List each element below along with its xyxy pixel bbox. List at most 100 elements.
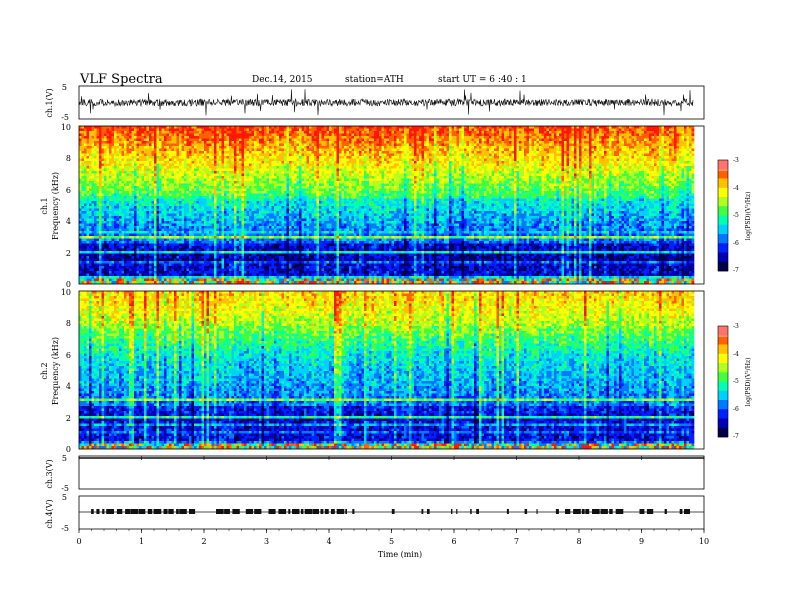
spectrogram-cell	[131, 146, 135, 149]
spectrogram-cell	[199, 191, 202, 194]
spectrogram-cell	[139, 133, 142, 137]
spectrogram-cell	[141, 268, 145, 272]
spectrogram-cell	[261, 161, 265, 164]
spectrogram-cell	[156, 206, 160, 209]
spectrogram-cell	[149, 163, 152, 167]
spectrogram-cell	[241, 126, 245, 129]
spectrogram-cell	[116, 146, 120, 149]
spectrogram-cell	[181, 233, 185, 237]
spectrogram-cell	[171, 143, 175, 147]
spectrogram-cell	[101, 263, 105, 267]
spectrogram-cell	[269, 276, 272, 279]
spectrogram-cell	[219, 266, 222, 269]
spectrogram-cell	[159, 173, 162, 177]
spectrogram-cell	[109, 158, 112, 162]
spectrogram-cell	[181, 141, 185, 144]
spectrogram-cell	[206, 196, 210, 199]
spectrogram-cell	[171, 256, 175, 259]
spectrogram-cell	[244, 156, 247, 159]
spectrogram-cell	[241, 236, 245, 239]
spectrogram-cell	[179, 226, 182, 229]
spectrogram-cell	[221, 203, 225, 207]
spectrogram-cell	[94, 201, 97, 204]
spectrogram-cell	[241, 188, 245, 192]
spectrogram-cell	[84, 243, 87, 247]
spectrogram-cell	[146, 228, 150, 232]
spectrogram-cell	[79, 268, 82, 272]
spectrogram-cell	[84, 226, 87, 229]
spectrogram-cell	[214, 253, 217, 257]
spectrogram-cell	[259, 173, 262, 177]
spectrogram-cell	[264, 191, 267, 194]
spectrogram-cell	[119, 126, 122, 129]
spectrogram-cell	[236, 241, 240, 244]
spectrogram-cell	[216, 178, 220, 182]
spectrogram-cell	[119, 256, 122, 259]
spectrogram-cell	[129, 138, 132, 142]
spectrogram-cell	[166, 138, 170, 142]
spectrogram-cell	[139, 218, 142, 222]
spectrogram-cell	[224, 241, 227, 244]
spectrogram-cell	[211, 248, 215, 252]
spectrogram-cell	[151, 233, 155, 237]
spectrogram-cell	[86, 221, 90, 224]
spectrogram-cell	[179, 221, 182, 224]
spectrogram-cell	[126, 203, 130, 207]
spectrogram-cell	[206, 146, 210, 149]
spectrogram-cell	[186, 268, 190, 272]
spectrogram-cell	[99, 186, 102, 189]
spectrogram-cell	[161, 223, 165, 227]
spectrogram-cell	[91, 198, 95, 202]
spectrogram-cell	[121, 186, 125, 189]
spectrogram-cell	[249, 131, 252, 134]
spectrogram-cell	[144, 241, 147, 244]
spectrogram-cell	[114, 166, 117, 169]
spectrogram-cell	[259, 256, 262, 259]
spectrogram-cell	[269, 191, 272, 194]
spectrogram-cell	[211, 213, 215, 217]
spectrogram-cell	[181, 191, 185, 194]
spectrogram-cell	[161, 221, 165, 224]
spectrogram-cell	[264, 128, 267, 132]
spectrogram-cell	[209, 238, 212, 242]
spectrogram-cell	[194, 131, 197, 134]
spectrogram-cell	[94, 128, 97, 132]
spectrogram-cell	[216, 146, 220, 149]
spectrogram-cell	[116, 198, 120, 202]
spectrogram-cell	[129, 238, 132, 242]
spectrogram-cell	[224, 193, 227, 197]
spectrogram-cell	[156, 191, 160, 194]
spectrogram-cell	[271, 126, 275, 129]
spectrogram-cell	[141, 151, 145, 154]
spectrogram-cell	[176, 193, 180, 197]
spectrogram-cell	[159, 213, 162, 217]
spectrogram-cell	[254, 168, 257, 172]
spectrogram-cell	[241, 263, 245, 267]
spectrogram-cell	[151, 168, 155, 172]
spectrogram-cell	[221, 273, 225, 277]
spectrogram-cell	[174, 193, 177, 197]
spectrogram-cell	[154, 161, 157, 164]
spectrogram-cell	[104, 231, 107, 234]
spectrogram-cell	[119, 263, 122, 267]
spectrogram-cell	[109, 203, 112, 207]
spectrogram-cell	[139, 181, 142, 184]
spectrogram-cell	[111, 178, 115, 182]
spectrogram-cell	[184, 186, 187, 189]
spectrogram-cell	[156, 261, 160, 264]
spectrogram-cell	[79, 186, 82, 189]
spectrogram-cell	[124, 198, 127, 202]
spectrogram-cell	[99, 211, 102, 214]
spectrogram-cell	[214, 168, 217, 172]
spectrogram-cell	[91, 243, 95, 247]
spectrogram-cell	[256, 246, 260, 249]
spectrogram-cell	[221, 238, 225, 242]
spectrogram-cell	[176, 178, 180, 182]
spectrogram-cell	[179, 183, 182, 187]
spectrogram-cell	[256, 281, 260, 284]
spectrogram-cell	[126, 151, 130, 154]
spectrogram-cell	[174, 158, 177, 162]
spectrogram-cell	[81, 136, 85, 139]
spectrogram-cell	[104, 146, 107, 149]
spectrogram-cell	[106, 218, 110, 222]
